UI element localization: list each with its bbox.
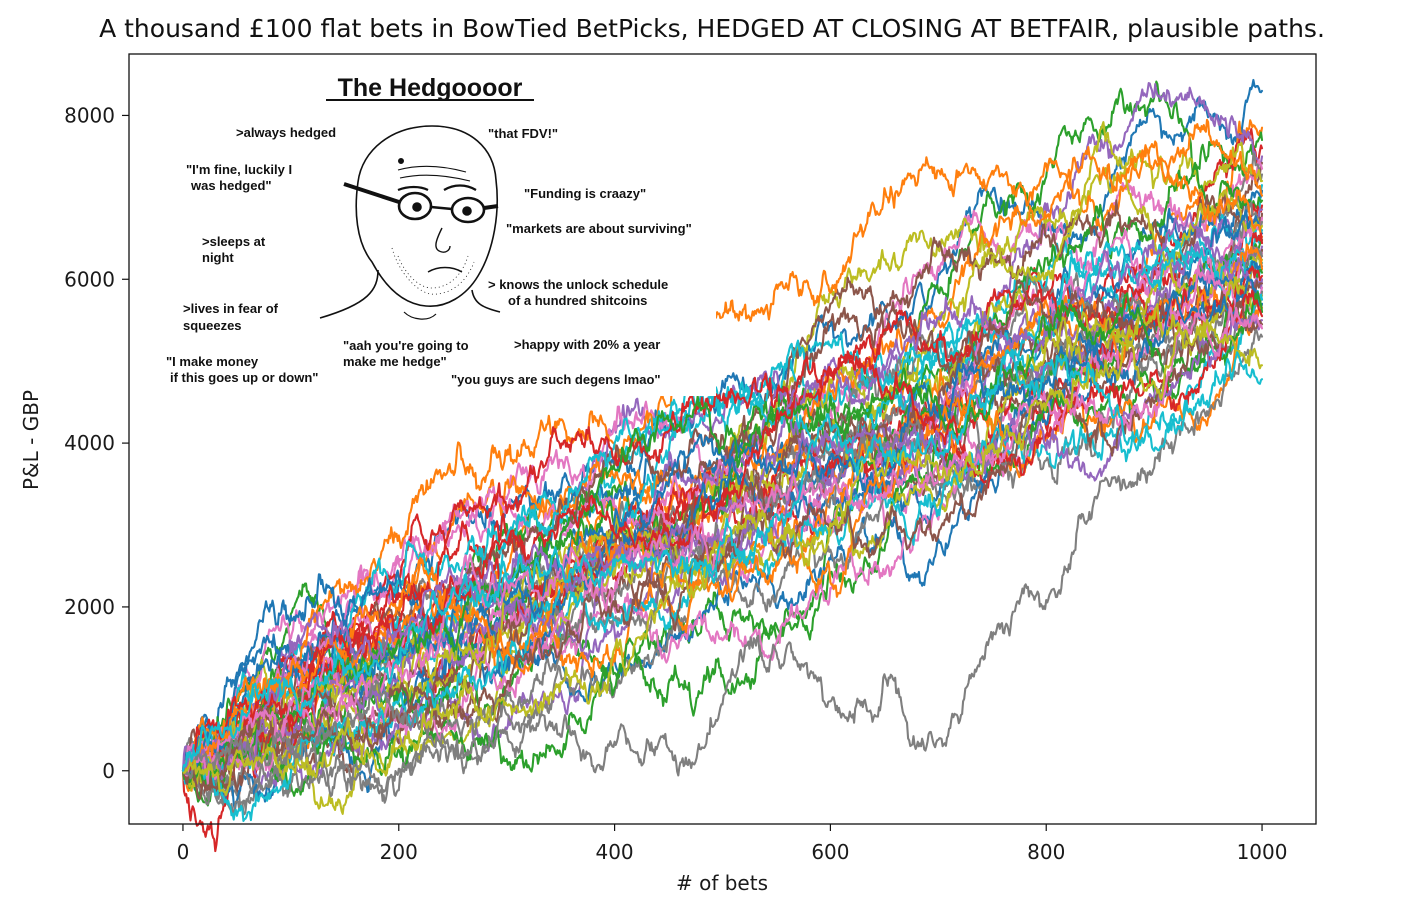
x-tick-label: 600: [811, 840, 849, 864]
meme-caption: "Funding is craazy": [524, 186, 646, 201]
pnl-path-line: [181, 348, 1264, 772]
meme-caption: squeezes: [183, 318, 242, 333]
pnl-path-line: [181, 144, 1264, 772]
y-tick-label: 6000: [64, 267, 115, 291]
pnl-path-line: [181, 243, 1264, 772]
meme-caption: "I make money: [166, 354, 259, 369]
meme-caption: of a hundred shitcoins: [508, 293, 647, 308]
meme-inset: The Hedgoooor >always hedged "that FDV!"…: [158, 66, 716, 396]
pnl-path-line: [181, 329, 1264, 780]
x-tick-label: 1000: [1237, 840, 1288, 864]
y-axis-label: P&L - GBP: [19, 390, 43, 490]
x-tick-label: 0: [177, 840, 190, 864]
meme-caption: "aah you're going to: [343, 338, 469, 353]
y-tick-label: 8000: [64, 103, 115, 127]
pnl-path-line: [181, 318, 1264, 796]
wojak-face-icon: [319, 125, 501, 320]
meme-caption: "you guys are such degens lmao": [451, 372, 661, 387]
meme-caption: "that FDV!": [488, 126, 558, 141]
meme-background: [158, 66, 716, 396]
meme-caption: >sleeps at: [202, 234, 266, 249]
y-tick-label: 4000: [64, 431, 115, 455]
y-tick-label: 2000: [64, 595, 115, 619]
meme-caption: night: [202, 250, 234, 265]
chart-title: A thousand £100 flat bets in BowTied Bet…: [99, 14, 1325, 43]
meme-caption: >happy with 20% a year: [514, 337, 660, 352]
meme-caption: if this goes up or down": [170, 370, 318, 385]
pnl-path-line: [181, 229, 1264, 772]
pnl-path-line: [181, 240, 1264, 777]
x-axis-label: # of bets: [676, 871, 768, 895]
x-tick-label: 800: [1027, 840, 1065, 864]
pnl-path-line: [181, 264, 1264, 780]
meme-caption: > knows the unlock schedule: [488, 277, 668, 292]
paths-layer: [181, 78, 1264, 853]
meme-caption: "I'm fine, luckily I: [186, 162, 292, 177]
meme-caption: >always hedged: [236, 125, 336, 140]
plot-frame: [128, 53, 1317, 825]
meme-caption: >lives in fear of: [183, 301, 279, 316]
pnl-path-line: [181, 290, 1264, 791]
meme-caption: make me hedge": [343, 354, 447, 369]
y-tick-label: 0: [102, 759, 115, 783]
pnl-path-line: [181, 121, 1264, 815]
pnl-path-line: [181, 315, 1264, 781]
x-tick-label: 400: [595, 840, 633, 864]
meme-caption: "markets are about surviving": [506, 221, 692, 236]
x-tick-label: 200: [380, 840, 418, 864]
pnl-path-line: [181, 192, 1264, 778]
meme-caption: was hedged": [190, 178, 272, 193]
ticks-layer: 0 200 400 600 800 1000 0 2000 4000 6000 8000: [64, 103, 1287, 864]
pnl-path-line: [181, 305, 1264, 785]
pnl-path-line: [181, 260, 1264, 775]
meme-title: The Hedgoooor: [338, 74, 523, 102]
pnl-path-line: [181, 300, 1264, 800]
